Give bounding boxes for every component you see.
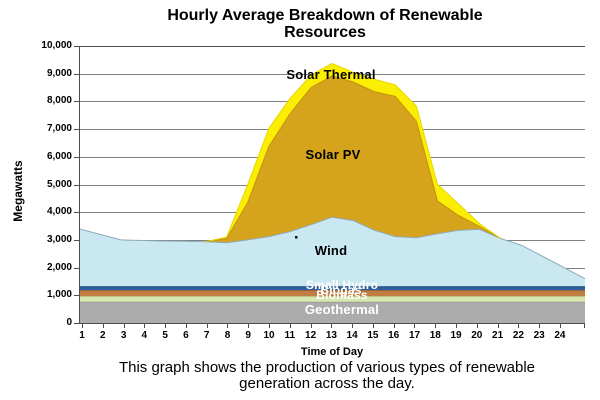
series-label-biomass: Biomass [316, 288, 368, 302]
caption: This graph shows the production of vario… [118, 359, 536, 392]
y-tick-label: 4,000 [46, 206, 72, 218]
series-label-small-hydro: Small Hydro [305, 278, 379, 292]
chart-title: Hourly Average Breakdown of Renewable Re… [167, 7, 483, 41]
y-tick-label: 1,000 [46, 289, 72, 301]
area-band-biogas [79, 290, 585, 297]
area-band-biomass [79, 296, 585, 303]
x-tick-label: 15 [367, 330, 379, 341]
x-tick-label: 16 [388, 330, 400, 341]
x-tick-label: 24 [554, 330, 566, 341]
y-tick-label: 6,000 [46, 150, 72, 162]
x-tick-label: 19 [450, 330, 462, 341]
series-label-biogas: Biogas [320, 283, 362, 297]
x-tick-label: 9 [245, 330, 251, 341]
x-tick-label: 18 [429, 330, 441, 341]
x-tick-label: 1 [79, 330, 85, 341]
y-tick-label: 9,000 [46, 67, 72, 79]
stacked-area-plot [74, 46, 586, 328]
x-tick-label: 11 [284, 330, 296, 341]
x-tick-label: 21 [492, 330, 504, 341]
y-tick-label: 0 [66, 317, 72, 328]
y-tick-label: 2,000 [46, 261, 72, 273]
area-outline-solar-thermal [205, 63, 501, 243]
x-tick-label: 14 [346, 330, 358, 341]
y-tick-label: 3,000 [46, 233, 72, 245]
area-band-wind [79, 217, 585, 287]
x-tick-label: 20 [471, 330, 483, 341]
series-label-solar-thermal: Solar Thermal [286, 67, 376, 82]
series-label-solar-pv: Solar PV [305, 147, 361, 162]
area-band-solar-pv [79, 75, 585, 279]
series-label-wind: Wind [314, 243, 348, 258]
x-tick-label: 17 [408, 330, 421, 341]
x-tick-label: 7 [203, 330, 210, 341]
x-tick-label: 10 [263, 330, 275, 341]
area-band-geothermal [79, 302, 585, 323]
x-tick-label: 2 [100, 330, 106, 341]
x-tick-label: 22 [512, 330, 524, 341]
x-tick-label: 4 [141, 330, 148, 341]
area-outline-solar-pv [205, 75, 501, 243]
x-tick-label: 8 [224, 330, 231, 341]
x-tick-label: 5 [162, 330, 168, 341]
x-tick-label: 6 [183, 330, 189, 341]
annotation-dot [295, 236, 298, 239]
area-band-small-hydro [79, 286, 585, 291]
x-tick-label: 3 [120, 330, 127, 341]
series-label-geothermal: Geothermal [304, 302, 380, 317]
x-tick-label: 23 [533, 330, 545, 341]
x-axis-title: Time of Day [300, 346, 364, 358]
y-tick-label: 8,000 [46, 95, 72, 107]
y-tick-label: 5,000 [46, 178, 72, 190]
x-tick-label: 13 [325, 330, 337, 341]
x-tick-label: 12 [305, 330, 317, 341]
y-tick-label: 10,000 [41, 40, 72, 51]
y-tick-label: 7,000 [46, 123, 72, 135]
